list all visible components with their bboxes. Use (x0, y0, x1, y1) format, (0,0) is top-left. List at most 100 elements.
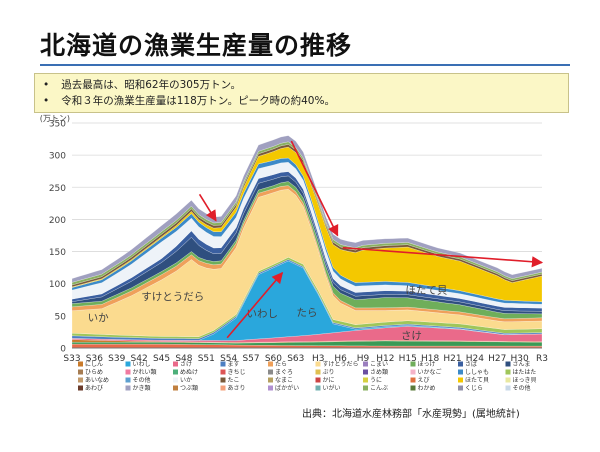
x-tick-label: S54 (220, 354, 237, 364)
legend-label: いわし (133, 361, 151, 368)
x-tick-label: H18 (421, 354, 439, 364)
legend-label: くじら (465, 385, 483, 392)
legend-label: いかなご (418, 368, 442, 376)
legend-swatch (173, 361, 178, 367)
note-peak: 過去最高は、昭和62年の305万トン。 (43, 77, 560, 93)
legend-label: さんま (513, 361, 531, 368)
y-tick-label: 300 (49, 152, 66, 162)
legend-swatch (268, 385, 273, 391)
legend-label: ばかがい (275, 384, 299, 392)
x-tick-label: H30 (511, 354, 529, 364)
legend-swatch (78, 361, 83, 367)
legend-swatch (268, 361, 273, 367)
legend-swatch (220, 385, 226, 391)
legend-swatch (505, 369, 511, 375)
annotation-arrow (290, 140, 339, 237)
x-tick-label: S45 (153, 354, 170, 364)
x-tick-label: S36 (86, 354, 103, 364)
legend-label: ます (228, 361, 240, 368)
legend-swatch (410, 361, 416, 367)
legend-label: まぐろ (275, 369, 293, 376)
x-tick-label: H9 (357, 354, 370, 364)
x-tick-label: R3 (536, 354, 548, 364)
legend-label: いか (180, 377, 192, 384)
legend-label: ぶり (323, 369, 335, 376)
x-tick-label: H15 (399, 354, 417, 364)
legend-label: あいなめ (85, 377, 109, 384)
x-tick-label: H3 (312, 354, 325, 364)
legend-label: ひらめ (85, 369, 103, 376)
x-tick-label: S48 (175, 354, 192, 364)
annotation-arrow (198, 193, 217, 222)
annotation-arrow (226, 271, 284, 339)
legend-label: たこ (228, 377, 240, 384)
legend-label: その他 (133, 376, 151, 384)
x-tick-label: S33 (63, 354, 80, 364)
legend-swatch (410, 377, 416, 383)
legend-swatch (505, 361, 511, 367)
annotation-arrow (342, 246, 544, 268)
legend-swatch (315, 369, 321, 375)
legend-label: さめ類 (370, 368, 388, 376)
x-tick-label: S39 (108, 354, 125, 364)
legend-label: たら (275, 361, 287, 368)
source-note: 出典：北海道水産林務部「水産現勢」(属地統計) (302, 409, 520, 420)
inline-label: いわし (246, 308, 278, 320)
legend-label: こまい (370, 361, 388, 368)
legend-swatch (220, 377, 226, 383)
inline-label: さけ (401, 330, 422, 342)
legend-label: すけとうだら (323, 361, 359, 368)
legend-swatch (315, 361, 321, 367)
legend-label: つぶ類 (180, 384, 198, 392)
legend-label: にしん (85, 361, 103, 368)
legend-label: こんぶ (370, 385, 388, 392)
legend-swatch (125, 377, 131, 383)
legend-swatch (363, 369, 368, 375)
x-tick-label: S42 (131, 354, 148, 364)
legend-swatch (173, 377, 178, 383)
legend-swatch (505, 385, 511, 391)
x-tick-label: H24 (466, 354, 484, 364)
legend-swatch (268, 369, 273, 375)
legend-swatch (458, 377, 463, 383)
legend-swatch (315, 385, 321, 391)
title-rule (40, 64, 570, 66)
legend-swatch (268, 377, 273, 383)
legend-swatch (363, 385, 368, 391)
legend-swatch (458, 369, 463, 375)
x-tick-label: S57 (242, 354, 259, 364)
y-tick-label: 100 (49, 280, 66, 290)
legend-label: その他 (513, 384, 531, 392)
legend-label: ほっき貝 (513, 377, 537, 384)
legend-swatch (458, 361, 463, 367)
legend-label: かれい類 (133, 368, 157, 376)
legend-swatch (173, 385, 178, 391)
legend-swatch (78, 369, 83, 375)
area-layer-18 (71, 135, 543, 283)
legend-label: えび (418, 376, 430, 384)
legend-label: ほっけ (418, 361, 436, 368)
legend-swatch (125, 369, 131, 375)
legend-label: いがい (323, 384, 341, 392)
inline-label: すけとうだら (141, 291, 204, 303)
legend-label: なまこ (275, 377, 293, 384)
notes-box: 過去最高は、昭和62年の305万トン。 令和３年の漁業生産量は118万トン。ピー… (34, 73, 569, 113)
legend-label: さば (465, 360, 477, 368)
x-tick-label: S63 (287, 354, 304, 364)
y-axis-label: (万トン) (40, 114, 70, 123)
legend-label: わかめ (418, 385, 436, 392)
x-tick-label: S60 (265, 354, 282, 364)
inline-label: ほたて貝 (405, 284, 447, 296)
legend-swatch (505, 377, 511, 383)
legend-label: きちじ (228, 369, 246, 376)
y-tick-label: 350 (49, 120, 66, 130)
legend-label: ししゃも (465, 369, 489, 376)
inline-label: いか (88, 312, 109, 324)
legend-label: あわび (85, 384, 103, 392)
legend-label: かに (323, 377, 335, 384)
legend-swatch (173, 369, 178, 375)
legend-swatch (458, 385, 463, 391)
x-tick-label: H12 (376, 354, 394, 364)
y-tick-label: 0 (60, 345, 66, 355)
